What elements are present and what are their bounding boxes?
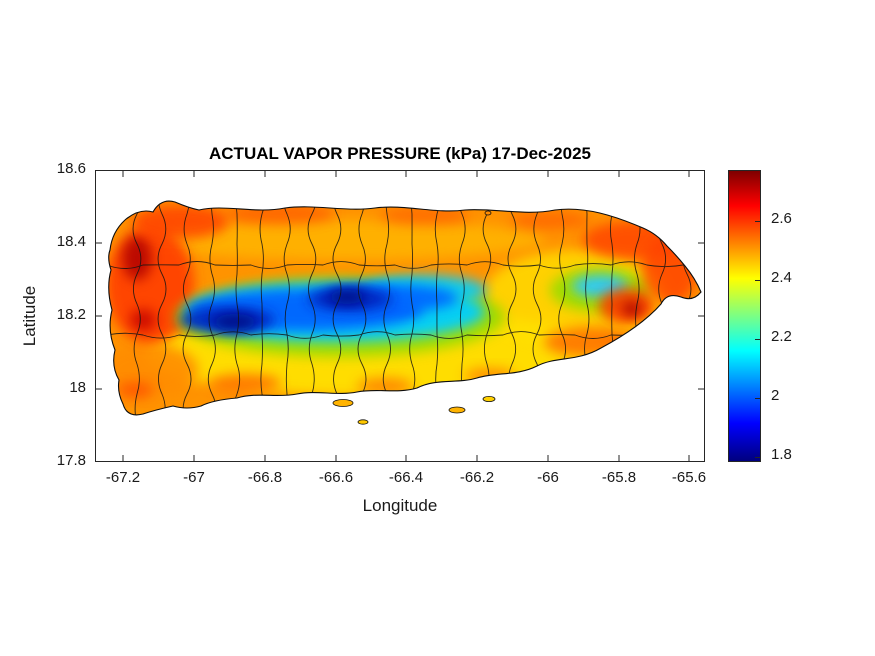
- x-tick-label: -66.6: [318, 469, 354, 486]
- x-tick-label: -66.2: [459, 469, 495, 486]
- colorbar-gradient: [729, 171, 760, 461]
- figure-title: ACTUAL VAPOR PRESSURE (kPa) 17-Dec-2025: [209, 144, 591, 163]
- x-axis-label: Longitude: [362, 496, 438, 515]
- colorbar: [728, 170, 761, 462]
- x-tick-label: -65.8: [601, 469, 637, 486]
- x-tick-label: -66.8: [247, 469, 283, 486]
- y-tick-label: 18.6: [56, 160, 86, 177]
- x-tick-label: -66: [537, 469, 559, 486]
- y-tick-label: 18.2: [56, 306, 86, 323]
- puerto-rico-heatmap: [95, 170, 705, 462]
- colorbar-tick-mark: [755, 339, 760, 340]
- colorbar-tick-label: 2: [771, 387, 780, 404]
- colorbar-tick-mark: [755, 457, 760, 458]
- coastline-outline: [108, 200, 702, 416]
- axis-tick-marks: [96, 171, 704, 461]
- colorbar-tick-label: 2.4: [771, 269, 792, 286]
- y-tick-label: 17.8: [56, 452, 86, 469]
- colorbar-tick-mark: [755, 280, 760, 281]
- axes-box: [95, 170, 705, 462]
- colorbar-tick-label: 2.2: [771, 328, 792, 345]
- colorbar-tick-label: 2.6: [771, 210, 792, 227]
- x-tick-label: -67: [183, 469, 205, 486]
- colorbar-tick-mark: [755, 398, 760, 399]
- colorbar-tick-label: 1.8: [771, 446, 792, 463]
- x-tick-label: -65.6: [671, 469, 707, 486]
- x-tick-label: -67.2: [105, 469, 141, 486]
- plot-area: [95, 170, 705, 462]
- x-tick-label: -66.4: [388, 469, 424, 486]
- y-tick-label: 18: [69, 379, 86, 396]
- y-tick-label: 18.4: [56, 233, 86, 250]
- vapor-pressure-field: [108, 201, 701, 415]
- colorbar-tick-mark: [755, 221, 760, 222]
- offshore-islets: [332, 210, 496, 425]
